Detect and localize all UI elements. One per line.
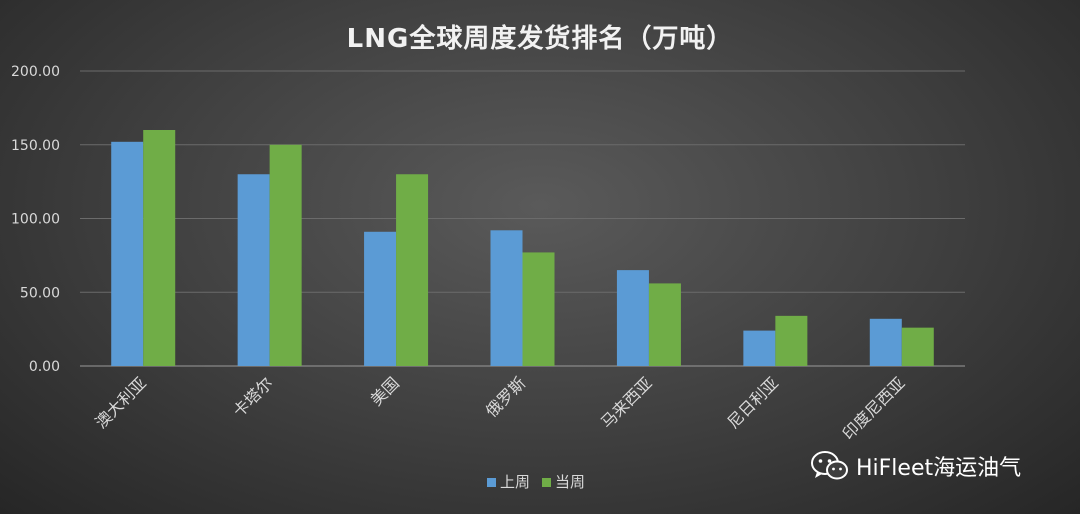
legend-label: 上周 (500, 473, 530, 491)
x-tick-label: 马来西亚 (597, 373, 656, 432)
x-tick-label: 美国 (367, 373, 403, 409)
legend[interactable]: 上周 当周 (487, 473, 585, 491)
y-tick-label: 50.00 (20, 285, 60, 301)
y-tick-label: 150.00 (11, 138, 60, 154)
y-tick-label: 0.00 (29, 359, 60, 375)
x-axis-ticks: 澳大利亚 卡塔尔 美国 俄罗斯 马来西亚 尼日利亚 印度尼西亚 (91, 373, 908, 443)
y-axis-ticks: 0.00 50.00 100.00 150.00 200.00 (11, 64, 60, 375)
bar-last-week (869, 318, 902, 366)
chart-title: LNG全球周度发货排名（万吨） (347, 23, 734, 54)
x-tick-label: 俄罗斯 (482, 373, 529, 420)
x-tick-label: 尼日利亚 (723, 373, 782, 432)
bar-this-week (143, 130, 176, 366)
wechat-icon (811, 451, 848, 480)
bar-this-week (522, 252, 555, 366)
bar-this-week (269, 144, 302, 366)
y-tick-label: 200.00 (11, 64, 60, 80)
legend-swatch (542, 478, 551, 487)
bar-last-week (111, 141, 144, 366)
y-tick-label: 100.00 (11, 212, 60, 228)
bar-this-week (775, 315, 808, 366)
bar-last-week (616, 270, 649, 366)
bar-this-week (901, 327, 934, 366)
bar-last-week (490, 230, 523, 366)
legend-swatch (487, 478, 496, 487)
bar-last-week (237, 174, 270, 366)
gridlines (80, 70, 965, 367)
x-tick-label: 印度尼西亚 (839, 373, 909, 443)
legend-label: 当周 (555, 473, 585, 491)
bar-last-week (364, 231, 397, 366)
bar-this-week (396, 174, 429, 366)
x-tick-label: 澳大利亚 (91, 373, 150, 432)
watermark-text: HiFleet海运油气 (856, 456, 1022, 481)
bar-this-week (648, 283, 681, 366)
watermark: HiFleet海运油气 (810, 450, 1021, 482)
bar-last-week (743, 330, 776, 366)
x-tick-label: 卡塔尔 (229, 373, 276, 420)
bars (111, 130, 934, 366)
